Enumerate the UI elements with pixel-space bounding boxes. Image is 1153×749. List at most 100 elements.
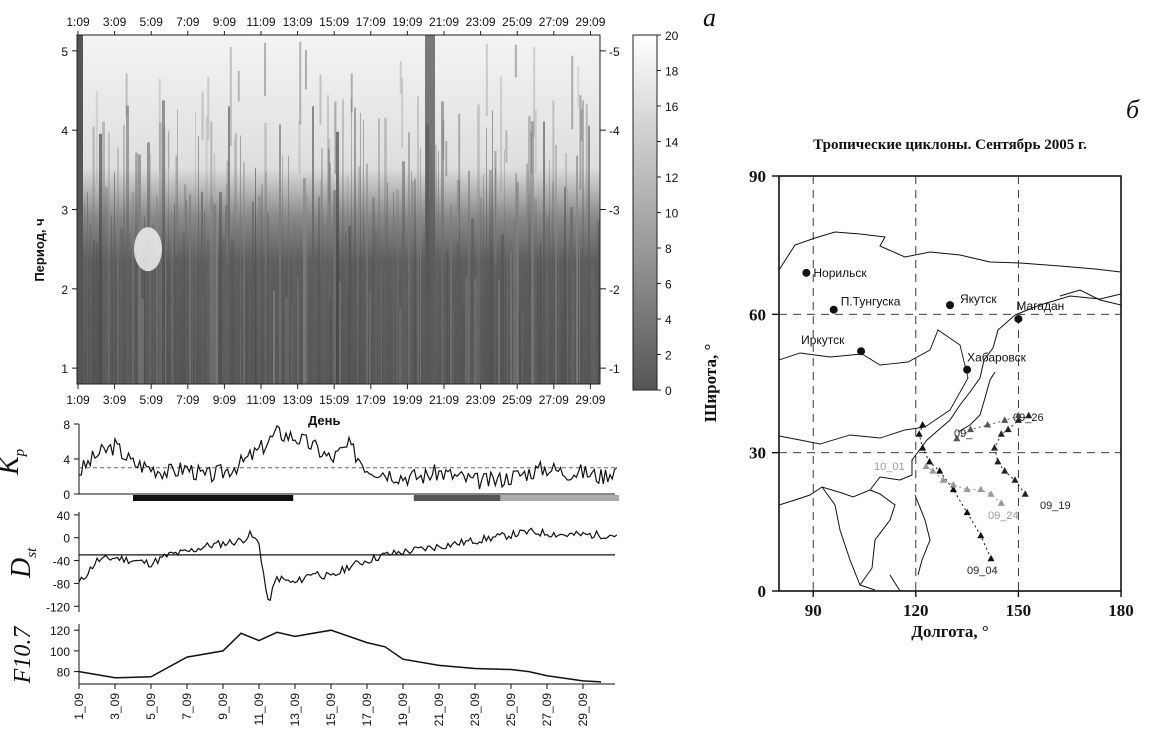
kp-tick-label: 0 [63, 488, 70, 502]
cyclone-track-label: 09_ [954, 428, 973, 440]
dst-series-line [78, 527, 618, 601]
colorbar-tick-label: 4 [665, 313, 672, 327]
hm-stripe [327, 95, 329, 384]
hm-stripe [261, 184, 263, 384]
cyclone-track-marker [963, 508, 971, 516]
hm-stripe-upper [92, 126, 95, 226]
hm-stripe [504, 149, 505, 384]
hm-stripe [270, 256, 271, 384]
kp-storm-bars [133, 495, 619, 501]
hm-stripe [267, 213, 269, 384]
f107-series-line [78, 629, 602, 683]
hm-stripe [594, 283, 597, 384]
hm-stripe [198, 135, 199, 384]
colorbar-tick-label: 20 [665, 29, 679, 43]
map-y-ticks: 0 30 60 90 [749, 167, 779, 601]
hm-stripe-upper [565, 153, 568, 193]
cyclone-track-marker [984, 421, 992, 428]
hm-edge-stripe [77, 35, 83, 384]
hm-bottom-tick-label: 13:09 [283, 393, 313, 407]
hm-stripe-upper [585, 104, 588, 220]
map-frame [778, 175, 1122, 592]
hm-stripe [348, 226, 351, 384]
hm-stripe [240, 135, 241, 384]
hm-stripe [576, 155, 578, 384]
indochina [821, 486, 896, 587]
dst-tick-label: 40 [57, 509, 71, 523]
hm-top-tick-label: 5:09 [140, 15, 164, 29]
cyclone-map: Тропические циклоны. Сентябрь 2005 г. 90… [701, 137, 1134, 641]
heatmap-x-ticks-bottom: 1:09 3:09 5:09 7:09 9:09 11:09 13:09 15:09 17:09… [66, 384, 606, 407]
hm-stripe [279, 124, 281, 384]
hm-stripe [456, 243, 459, 384]
map-ylabel: Широта, ° [701, 344, 720, 423]
hm-stripe [480, 198, 482, 384]
f107-x-tick-label: 13_09 [288, 693, 302, 727]
hm-stripe-upper [213, 153, 216, 193]
hm-stripe-upper [237, 70, 240, 102]
hm-dark-band [425, 35, 435, 384]
hm-right-tick-label: -4 [609, 124, 620, 138]
hm-stripe [489, 169, 492, 384]
hm-stripe [354, 107, 356, 384]
cyclone-track-marker [987, 554, 995, 562]
cyclone-track-marker [997, 430, 1005, 437]
hm-stripe [444, 303, 447, 384]
cyclone-track-marker [915, 430, 923, 437]
hm-top-tick-label: 13:09 [283, 15, 313, 29]
hm-stripe [225, 205, 228, 384]
hm-stripe [486, 127, 487, 384]
hm-stripe-upper [579, 95, 582, 190]
hm-stripe-upper [319, 179, 322, 269]
hm-stripe [138, 154, 141, 384]
colorbar-tick-label: 0 [665, 384, 672, 398]
hm-bottom-tick-label: 17:09 [356, 393, 386, 407]
hm-stripe [453, 307, 454, 384]
hm-stripe [360, 112, 361, 384]
hm-stripe [366, 163, 368, 384]
hm-stripe [408, 132, 410, 384]
hm-stripe [558, 239, 559, 384]
f107-tick-label: 80 [57, 666, 71, 680]
hm-stripe [468, 170, 470, 384]
cyclone-track-line [993, 415, 1029, 495]
hm-stripe-upper [515, 173, 518, 276]
hm-stripe [447, 249, 448, 384]
heatmap-y-ticks-left: 1 2 3 4 5 [61, 45, 77, 376]
hm-stripe-upper [401, 78, 404, 149]
city-label: Норильск [813, 266, 867, 280]
hm-stripe [570, 207, 573, 384]
hm-stripe [120, 227, 123, 384]
cyclone-track-marker [967, 425, 974, 433]
f107-x-tick-label: 11_09 [252, 693, 266, 726]
map-cyclone-tracks: 09_04 09_19 09_24 10_01 09_26 09_ [874, 411, 1071, 577]
map-y-tick-label: 90 [749, 167, 766, 186]
inner-border [779, 329, 969, 445]
hm-stripe [375, 230, 377, 384]
hm-stripe [501, 234, 504, 384]
hm-stripe [183, 232, 185, 384]
map-grid [779, 176, 1121, 591]
hm-stripe [333, 190, 336, 384]
f107-x-tick-label: 3_09 [108, 693, 122, 720]
hm-stripe [294, 217, 295, 384]
hm-stripe [516, 182, 519, 384]
cyclone-track-marker [963, 485, 971, 493]
hm-stripe [537, 256, 538, 384]
hm-stripe [528, 116, 531, 384]
map-x-tick-label: 90 [805, 601, 822, 620]
map-title: Тропические циклоны. Сентябрь 2005 г. [813, 137, 1087, 153]
hm-top-tick-label: 19:09 [392, 15, 422, 29]
hm-stripe [384, 117, 387, 384]
hm-stripe [102, 121, 105, 384]
dst-tick-label: -120 [46, 600, 70, 614]
hm-stripe [483, 174, 484, 384]
hm-stripe [474, 278, 477, 384]
kp-chart: 0 4 8 Kp [0, 418, 619, 502]
hm-bottom-tick-label: 21:09 [429, 393, 459, 407]
hm-bottom-tick-label: 19:09 [392, 393, 422, 407]
hm-stripe [222, 238, 225, 384]
cyclone-track-marker [1004, 425, 1012, 433]
hm-stripe [495, 167, 496, 384]
hm-stripe [141, 298, 144, 384]
